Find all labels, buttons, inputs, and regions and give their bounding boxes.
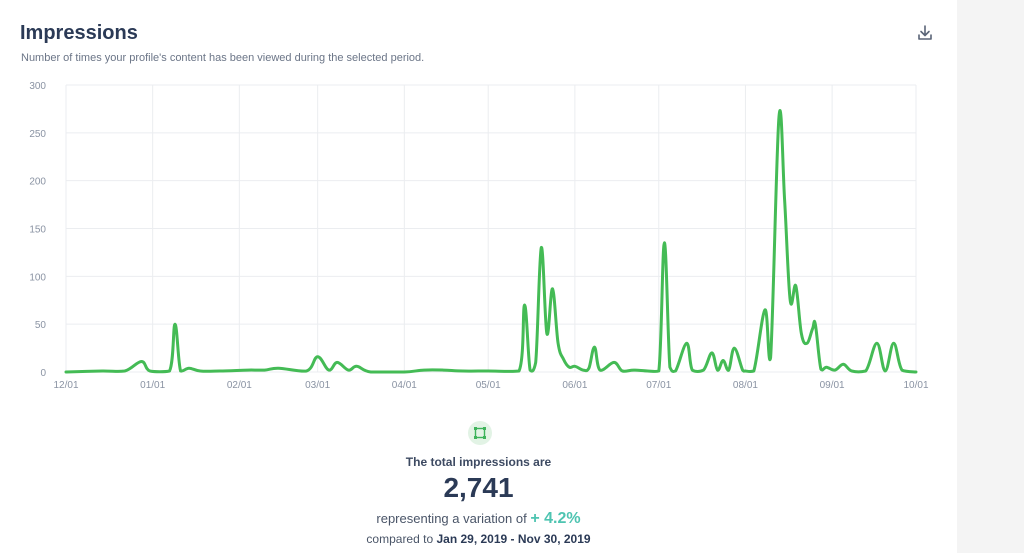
summary-label: The total impressions are: [405, 455, 552, 469]
x-tick-label: 01/01: [140, 380, 165, 391]
y-tick-label: 50: [35, 320, 47, 331]
y-tick-label: 0: [40, 368, 46, 379]
y-tick-label: 100: [29, 272, 46, 283]
x-tick-label: 10/01: [903, 380, 928, 391]
summary-variation: representing a variation of + 4.2%: [0, 510, 957, 528]
x-tick-label: 03/01: [305, 380, 330, 391]
summary-compare: compared to Jan 29, 2019 - Nov 30, 2019: [0, 532, 957, 546]
x-tick-label: 04/01: [392, 380, 417, 391]
summary-total: 2,741: [443, 472, 514, 503]
compare-range: Jan 29, 2019 - Nov 30, 2019: [436, 532, 591, 546]
x-tick-label: 05/01: [476, 380, 501, 391]
y-tick-label: 200: [29, 177, 46, 188]
x-tick-label: 06/01: [562, 380, 587, 391]
x-tick-label: 12/01: [53, 380, 78, 391]
compare-prefix: compared to: [366, 532, 434, 546]
page-subtitle: Number of times your profile's content h…: [21, 52, 425, 64]
impressions-line-chart: 0 50 100 150 200 250 300 12/01 01/01 02/01 03/01 04…: [29, 81, 929, 391]
x-tick-label: 02/01: [227, 380, 252, 391]
impressions-series-line: [64, 109, 918, 374]
x-tick-label: 07/01: [646, 380, 671, 391]
crop-square-icon: [468, 421, 492, 445]
impressions-card: Impressions Number of times your profile…: [0, 0, 957, 553]
x-tick-label: 09/01: [820, 380, 845, 391]
y-tick-label: 150: [29, 225, 46, 236]
variation-value: + 4.2%: [530, 510, 581, 527]
variation-prefix: representing a variation of: [376, 511, 527, 526]
x-tick-label: 08/01: [733, 380, 758, 391]
y-tick-label: 300: [29, 81, 46, 92]
download-icon[interactable]: [916, 24, 934, 42]
y-tick-label: 250: [29, 129, 46, 140]
page-title: Impressions: [20, 22, 138, 44]
